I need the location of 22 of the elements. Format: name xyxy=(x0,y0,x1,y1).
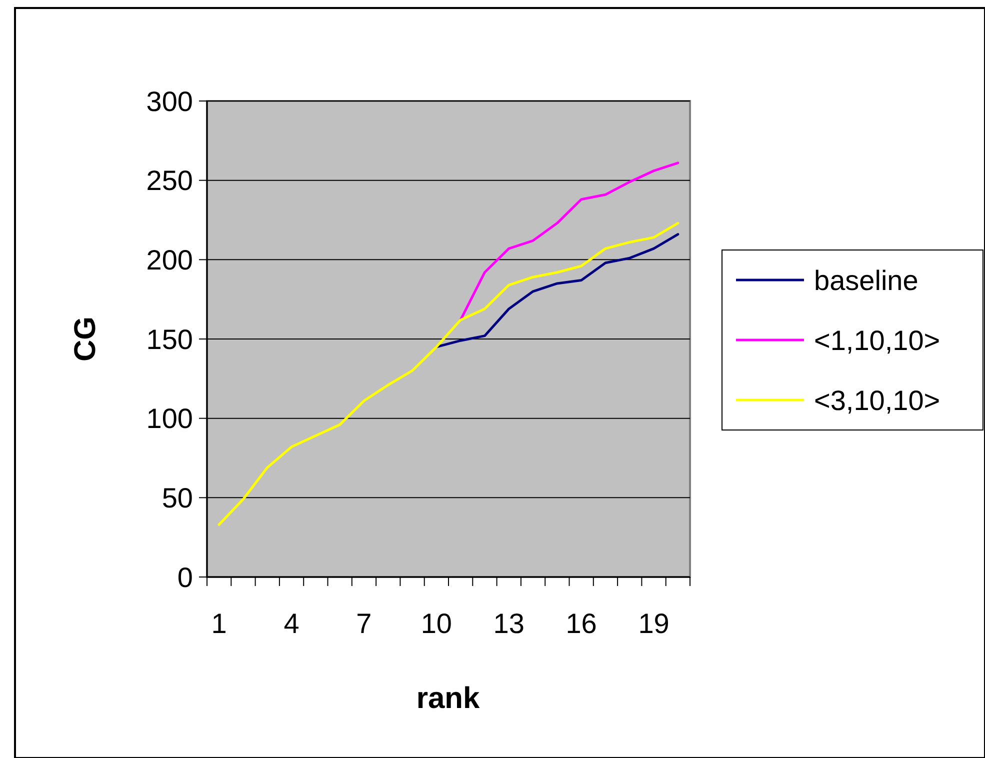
line-series xyxy=(218,222,680,526)
y-tick-label: 150 xyxy=(146,324,193,355)
x-tick-label: 7 xyxy=(356,608,372,639)
line-series xyxy=(459,162,680,322)
y-axis-title: CG xyxy=(69,316,102,362)
y-tick-label: 0 xyxy=(177,562,193,593)
x-axis-title: rank xyxy=(416,682,480,715)
x-tick-label: 10 xyxy=(420,608,452,639)
y-tick-label: 250 xyxy=(146,165,193,196)
y-tick-label: 100 xyxy=(146,403,193,434)
legend-label: <1,10,10> xyxy=(814,324,940,356)
x-tick-label: 1 xyxy=(211,608,227,639)
x-tick-label: 16 xyxy=(566,608,597,639)
y-tick-label: 50 xyxy=(162,482,193,514)
y-tick-label: 300 xyxy=(146,86,193,117)
x-tick-label: 13 xyxy=(493,608,524,639)
line-series xyxy=(435,233,680,348)
legend-label: <3,10,10> xyxy=(814,384,940,416)
y-tick-label: 200 xyxy=(146,244,193,276)
x-tick-label: 19 xyxy=(638,608,670,639)
legend-label: baseline xyxy=(814,264,918,296)
x-tick-label: 4 xyxy=(284,608,300,639)
